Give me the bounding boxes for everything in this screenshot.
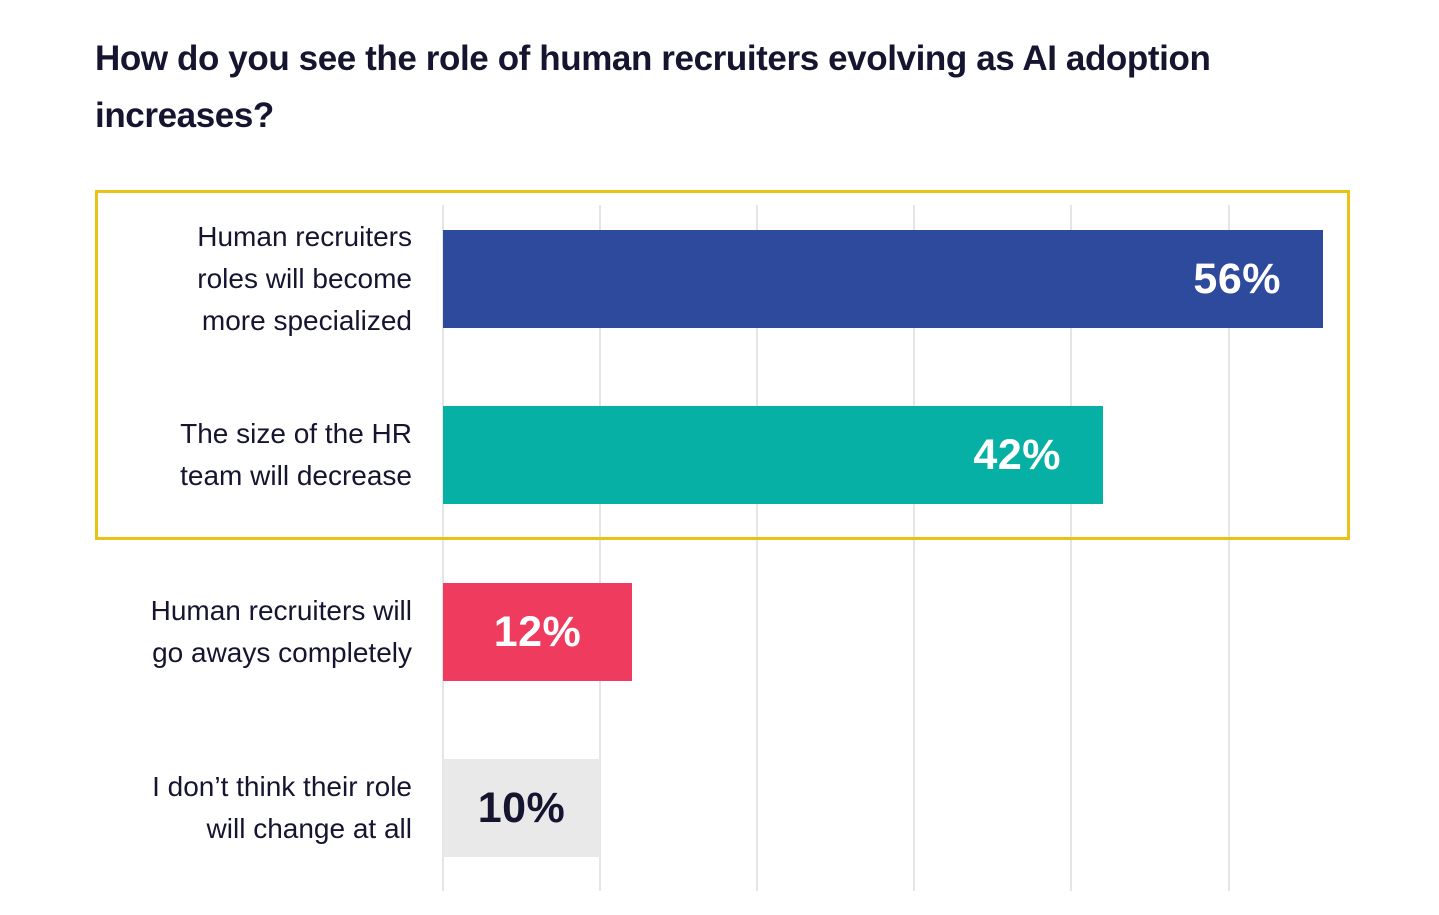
value-label: 56% (1193, 255, 1281, 303)
bar: 56% (443, 230, 1323, 328)
bar: 42% (443, 406, 1103, 504)
category-label-line: roles will become (197, 263, 412, 294)
category-label: I don’t think their role will change at a… (95, 766, 412, 850)
gridline (1070, 205, 1073, 891)
category-label-line: go aways completely (152, 637, 412, 668)
bar: 10% (443, 759, 600, 857)
category-label: The size of the HR team will decrease (95, 413, 412, 497)
category-label: Human recruiters roles will become more sp… (95, 216, 412, 342)
category-label-line: I don’t think their role (152, 771, 412, 802)
category-label-line: will change at all (206, 813, 412, 844)
category-label-line: Human recruiters (197, 221, 412, 252)
gridline (442, 205, 444, 891)
value-label: 10% (477, 784, 566, 832)
gridline (913, 205, 916, 891)
category-label-line: Human recruiters will (150, 595, 412, 626)
category-label-line: The size of the HR (180, 418, 412, 449)
category-label-line: more specialized (201, 305, 412, 336)
category-label-line: team will decrease (180, 460, 412, 491)
gridline (1227, 205, 1230, 891)
category-label: Human recruiters will go aways completely (95, 590, 412, 674)
value-label: 12% (493, 608, 582, 656)
chart-title: How do you see the role of human recruit… (95, 39, 1211, 135)
bar: 12% (443, 583, 632, 681)
gridline (756, 205, 759, 891)
gridline (599, 205, 602, 891)
value-label: 42% (973, 431, 1061, 479)
